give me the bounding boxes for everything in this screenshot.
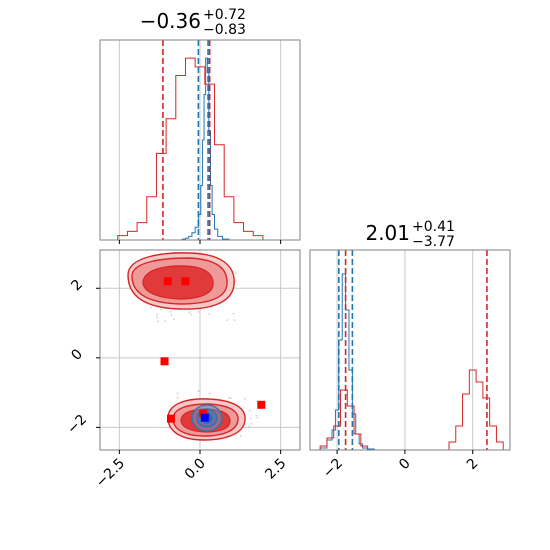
jt-red-marker-3 bbox=[166, 414, 175, 423]
jt-scatter-point bbox=[197, 310, 200, 313]
jt-red-marker-5 bbox=[199, 409, 208, 418]
jt-xtick-label-2: 2.5 bbox=[262, 456, 289, 483]
jt-contour-upper-inner bbox=[142, 265, 214, 300]
jt-scatter-point bbox=[232, 312, 235, 315]
jt-scatter-point bbox=[149, 306, 152, 309]
jt-red-marker-2 bbox=[160, 357, 169, 366]
jt-xtick-label-0: −2.5 bbox=[93, 456, 128, 491]
jt-scatter-point bbox=[228, 396, 231, 399]
jt-scatter-point bbox=[198, 390, 201, 393]
jt-contour-upper bbox=[127, 252, 235, 310]
jt-blue-marker-0 bbox=[200, 413, 209, 422]
jt-ytick-label-0: −2 bbox=[64, 412, 90, 438]
xm-title-lower: −0.83 bbox=[203, 22, 246, 38]
jt-red-marker-0 bbox=[163, 277, 172, 286]
jt-red-marker-4 bbox=[257, 400, 266, 409]
jt-scatter-point bbox=[156, 313, 158, 316]
ym-title-lower: −3.77 bbox=[412, 234, 455, 250]
jt-scatter-point bbox=[156, 316, 159, 319]
jt-ytick-label-1: 0 bbox=[68, 346, 86, 364]
jt-scatter-point bbox=[250, 422, 253, 425]
ym-xtick-label-2: 2 bbox=[464, 456, 482, 474]
jt-scatter-point bbox=[233, 319, 236, 322]
xm-title-value: −0.36 bbox=[140, 9, 201, 33]
jt-ytick-label-2: 2 bbox=[68, 277, 86, 295]
jt-scatter-point bbox=[208, 392, 211, 395]
jt-red-marker-1 bbox=[181, 277, 190, 286]
jt-scatter-point bbox=[226, 319, 229, 322]
ym-title-upper: +0.41 bbox=[412, 219, 455, 235]
jt-scatter-point bbox=[190, 313, 192, 316]
jt-scatter-point bbox=[160, 308, 163, 311]
xm-title: −0.36 +0.72−0.83 bbox=[140, 7, 246, 38]
ym-xtick-label-1: 0 bbox=[396, 456, 414, 474]
ym-title: 2.01 +0.41−3.77 bbox=[365, 219, 454, 250]
ym-hist-0 bbox=[316, 273, 378, 451]
jt-xtick-label-1: 0.0 bbox=[182, 456, 209, 483]
ym-frame bbox=[309, 249, 511, 451]
xm-hist-1 bbox=[103, 57, 297, 241]
jt-scatter-point bbox=[235, 280, 237, 283]
jt-scatter-point bbox=[248, 425, 251, 427]
jt-scatter-point bbox=[176, 392, 179, 395]
jt-scatter-point bbox=[256, 416, 259, 419]
jt-scatter-point bbox=[230, 397, 232, 400]
ym-xtick-label-0: −2 bbox=[320, 456, 346, 482]
jt-scatter-point bbox=[188, 311, 191, 314]
jt-scatter-point bbox=[235, 272, 237, 275]
jt-scatter-point bbox=[170, 314, 173, 316]
xm-hist-0 bbox=[167, 57, 233, 241]
jt-scatter-point bbox=[208, 313, 211, 316]
jt-scatter-point bbox=[157, 320, 159, 323]
jt-scatter-point bbox=[243, 398, 246, 400]
xm-title-upper: +0.72 bbox=[203, 7, 246, 23]
ym-title-value: 2.01 bbox=[365, 221, 410, 245]
jt-scatter-point bbox=[248, 409, 251, 412]
jt-scatter-point bbox=[173, 318, 175, 321]
jt-scatter-point bbox=[164, 320, 167, 323]
jt-scatter-point bbox=[249, 417, 252, 420]
jt-scatter-point bbox=[197, 390, 200, 392]
jt-scatter-point bbox=[239, 434, 242, 437]
jt-scatter-point bbox=[176, 397, 179, 400]
jt-scatter-point bbox=[169, 310, 172, 313]
jt-scatter-point bbox=[255, 414, 258, 417]
